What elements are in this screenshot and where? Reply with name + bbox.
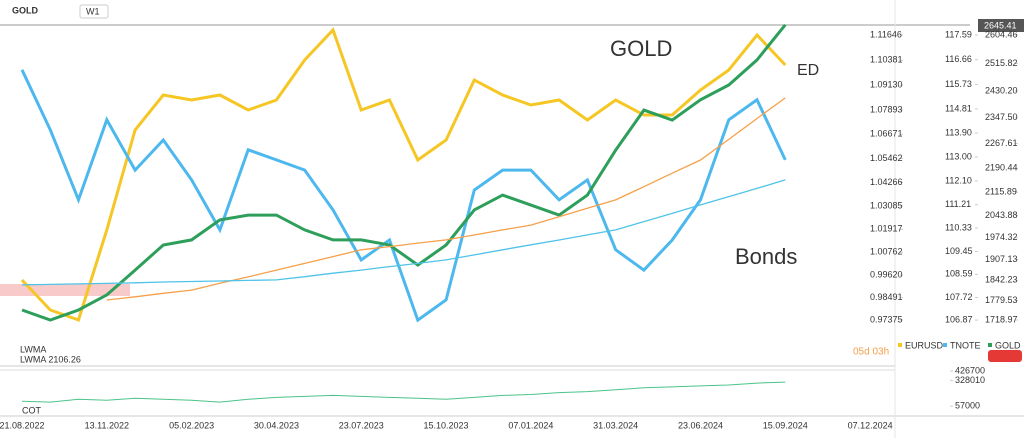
annotation: Bonds (735, 244, 797, 269)
y-tick-label: 1907.13 (985, 254, 1018, 264)
y-tick-label: 1.06671 (870, 129, 903, 139)
annotation: GOLD (610, 36, 672, 61)
series-line (21, 381, 786, 403)
x-tick-label: 05.02.2023 (169, 420, 214, 430)
y-tick-label: 426700 (955, 365, 985, 375)
y-tick-label: 1974.32 (985, 232, 1018, 242)
x-tick-label: 21.08.2022 (0, 420, 45, 430)
y-tick-label: 1718.97 (985, 314, 1018, 324)
y-tick-label: 1.09130 (870, 80, 903, 90)
panel-title: COT (22, 405, 42, 415)
indicator-label: LWMA 2106.26 (20, 354, 81, 364)
indicator-label: LWMA (20, 344, 46, 354)
y-tick-label: 115.73 (945, 79, 972, 89)
y-tick-label: 2604.46 (985, 29, 1018, 39)
series-line (21, 179, 786, 286)
x-tick-label: 07.01.2024 (508, 420, 553, 430)
y-tick-label: 57000 (955, 401, 980, 411)
y-tick-label: 0.97375 (870, 314, 903, 324)
countdown: 05d 03h (853, 347, 889, 358)
y-tick-label: 2267.61 (985, 138, 1018, 148)
y-tick-label: 112.10 (945, 175, 972, 185)
y-tick-label: 113.00 (945, 151, 972, 161)
y-tick-label: 2515.82 (985, 58, 1018, 68)
y-tick-label: 2043.88 (985, 210, 1018, 220)
x-tick-label: 30.04.2023 (254, 420, 299, 430)
annotation: ED (797, 62, 819, 79)
y-tick-label: 117.59 (945, 29, 972, 39)
y-tick-label: 1.00762 (870, 247, 903, 257)
x-tick-label: 23.06.2024 (678, 420, 723, 430)
x-tick-label: 07.12.2024 (848, 420, 893, 430)
y-tick-label: 2190.44 (985, 163, 1018, 173)
series-line (21, 23, 787, 322)
x-tick-label: 13.11.2022 (85, 420, 129, 430)
x-tick-label: 31.03.2024 (593, 420, 638, 430)
timeframe-box[interactable] (79, 4, 109, 19)
last-price: 2645.41 (984, 20, 1017, 30)
y-tick-label: 1.07893 (870, 104, 903, 114)
x-tick-label: 15.09.2024 (763, 420, 808, 430)
y-tick-label: 111.21 (945, 199, 971, 209)
y-tick-label: 2430.20 (985, 85, 1018, 95)
legend-swatch (943, 343, 947, 347)
price-tag (978, 19, 1024, 32)
y-tick-label: 0.98491 (870, 292, 903, 302)
x-tick-label: 23.07.2023 (339, 420, 384, 430)
y-tick-label: 106.87 (945, 314, 973, 324)
legend-label: TNOTE (950, 340, 981, 350)
y-tick-label: 116.66 (945, 54, 972, 64)
legend-swatch (898, 343, 902, 347)
legend-label: GOLD (995, 340, 1021, 350)
y-tick-label: 1779.53 (985, 295, 1018, 305)
y-tick-label: 1.10381 (870, 55, 903, 65)
legend-swatch (988, 343, 992, 347)
y-tick-label: 328010 (955, 375, 985, 385)
y-tick-label: 2115.89 (985, 187, 1017, 197)
badge (988, 350, 1022, 362)
y-tick-label: 1.05462 (870, 153, 903, 163)
y-tick-label: 2347.50 (985, 112, 1018, 122)
y-tick-label: 108.59 (945, 269, 973, 279)
legend-label: EURUSD (905, 340, 944, 350)
series-line (106, 97, 786, 301)
y-tick-label: 110.33 (945, 222, 972, 232)
y-tick-label: 109.45 (945, 246, 973, 256)
timeframe[interactable]: W1 (86, 6, 100, 16)
y-tick-label: 1.01917 (870, 224, 903, 234)
series-line (20, 69, 787, 323)
y-tick-label: 113.90 (945, 127, 972, 137)
y-tick-label: 1.03085 (870, 200, 903, 210)
y-tick-label: 1.04266 (870, 177, 903, 187)
y-tick-label: 114.81 (945, 103, 972, 113)
y-tick-label: 0.99620 (870, 270, 903, 280)
x-tick-label: 15.10.2023 (424, 420, 469, 430)
y-tick-label: 1.11646 (870, 29, 902, 39)
y-tick-label: 1842.23 (985, 275, 1018, 285)
symbol[interactable]: GOLD (12, 5, 38, 15)
y-tick-label: 107.72 (945, 292, 973, 302)
